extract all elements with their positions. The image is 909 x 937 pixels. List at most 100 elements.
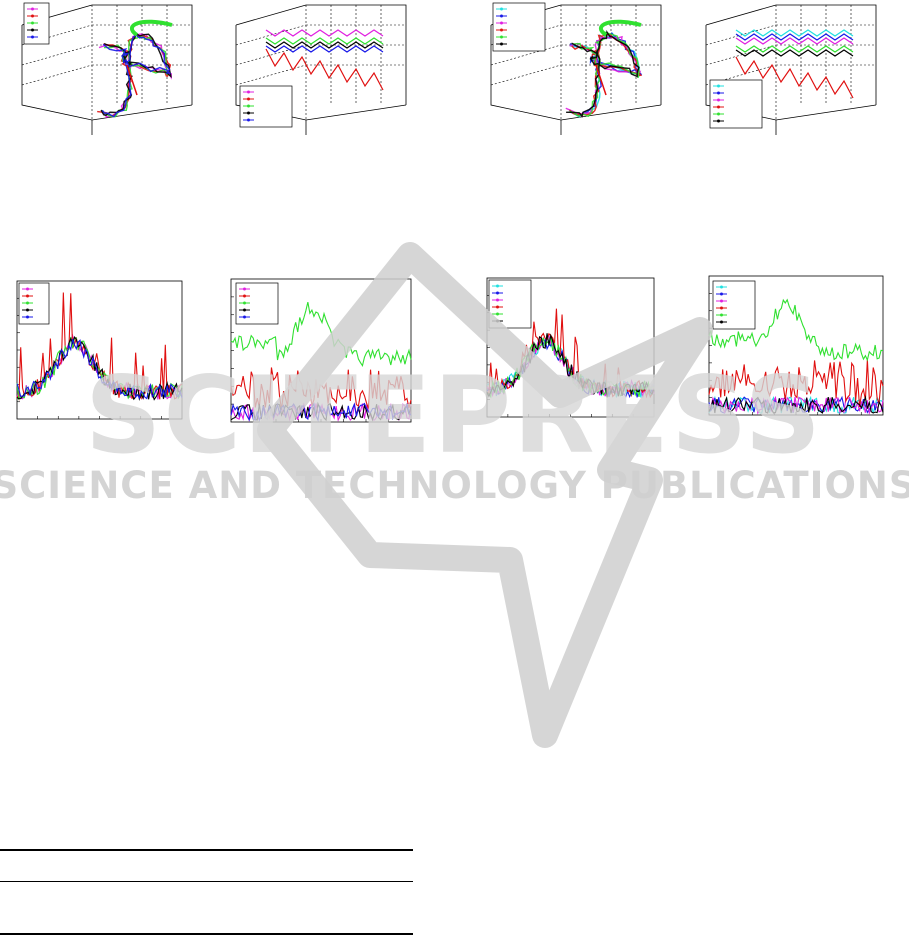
legend-marker [496,291,499,295]
grid-line [21,44,93,66]
legend-marker [500,21,503,25]
panel-err-a-legend [18,282,50,325]
error-series [16,336,183,402]
trajectory-series [265,48,384,91]
legend-marker [720,320,723,324]
panel-3d-b-legend [239,85,293,128]
axis-line [235,4,307,26]
trajectory-series [101,33,172,118]
legend-marker [720,313,723,317]
table-top-rule [0,849,413,851]
trajectory-series [100,32,172,117]
legend-marker [500,35,503,39]
legend-marker [247,90,250,94]
legend-marker [720,306,723,310]
legend-marker [496,305,499,309]
legend-marker [496,319,499,323]
trajectory-series [265,37,384,45]
trajectory-series [735,45,854,53]
legend-marker [717,98,720,102]
legend-marker [243,315,246,319]
legend-marker [26,315,29,319]
trajectory-curl [598,19,642,37]
error-series [708,395,884,414]
legend-marker [31,7,34,11]
trajectory-series [265,41,384,49]
legend-box [712,280,756,330]
axis-line [92,4,193,105]
grid-line [705,44,777,66]
legend-marker [247,104,250,108]
legend-marker [247,118,250,122]
trajectory-curl [129,19,173,37]
legend-marker [243,294,246,298]
legend-marker [720,285,723,289]
trajectory-series [735,29,854,37]
trajectory-series [735,49,854,57]
panel-3d-c-data [565,19,643,118]
trajectory-series [569,31,640,118]
panel-err-b-legend [235,282,279,325]
legend-marker [247,111,250,115]
trajectory-series [566,30,640,118]
legend-marker [500,42,503,46]
legend-marker [496,298,499,302]
legend-marker [247,97,250,101]
panel-3d-d-data [735,29,854,99]
trajectory-series [265,45,384,53]
legend-marker [243,301,246,305]
grid-line [705,24,777,46]
panel-3d-a-data [97,19,173,119]
grid-line [235,44,307,66]
legend-marker [717,84,720,88]
panel-3d-b-data [265,29,384,91]
table-bottom-rule [0,933,413,935]
panel-3d-d-legend [709,79,763,129]
trajectory-series [735,33,854,41]
legend-marker [496,312,499,316]
legend-marker [720,299,723,303]
legend-marker [500,7,503,11]
grid-line [235,24,307,46]
error-series [16,338,183,400]
panel-err-d-legend [712,280,756,330]
legend-marker [243,287,246,291]
legend-marker [500,28,503,32]
trajectory-series [265,29,384,37]
grid-line [490,44,562,66]
grid-line [490,64,562,86]
panel-3d-a-axes [21,4,193,135]
error-series [16,336,183,401]
grid-line [235,64,307,86]
axis-line [561,4,662,105]
legend-marker [717,112,720,116]
panel-3d-b-axes [235,4,407,135]
legend-marker [717,91,720,95]
legend-marker [26,308,29,312]
trajectory-series [735,56,854,99]
trajectory-tail [595,64,607,96]
grid-line [21,64,93,86]
table-mid-rule [0,881,413,882]
legend-marker [720,292,723,296]
trajectory-series [569,33,643,116]
panel-3d-a-legend [23,2,50,45]
axis-line [306,4,407,105]
error-series [708,359,884,408]
panel-err-d [708,275,884,416]
legend-marker [717,119,720,123]
legend-marker [243,308,246,312]
legend-marker [717,105,720,109]
axis-line [776,4,877,105]
legend-marker [31,35,34,39]
legend-marker [26,294,29,298]
legend-marker [500,14,503,18]
axis-line [705,4,777,26]
trajectory-series [735,37,854,45]
legend-marker [26,301,29,305]
trajectory-tail [126,64,138,96]
legend-marker [31,14,34,18]
legend-marker [496,284,499,288]
legend-marker [31,21,34,25]
